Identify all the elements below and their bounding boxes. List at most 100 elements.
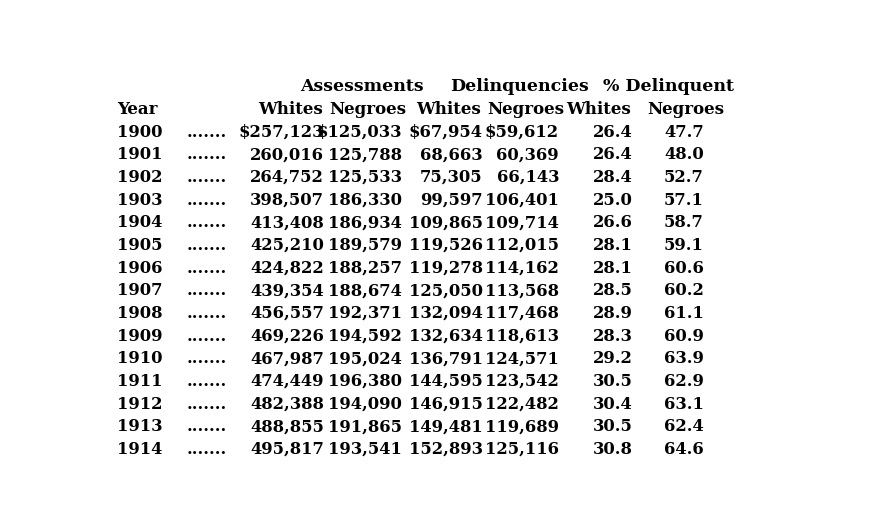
Text: 132,094: 132,094 <box>409 305 483 322</box>
Text: 117,468: 117,468 <box>485 305 559 322</box>
Text: 194,592: 194,592 <box>328 328 402 345</box>
Text: 264,752: 264,752 <box>250 169 324 186</box>
Text: .......: ....... <box>187 214 227 231</box>
Text: 25.0: 25.0 <box>593 192 633 209</box>
Text: 68,663: 68,663 <box>420 147 483 163</box>
Text: 28.1: 28.1 <box>593 260 633 277</box>
Text: 109,714: 109,714 <box>485 214 559 231</box>
Text: 119,278: 119,278 <box>409 260 483 277</box>
Text: 26.6: 26.6 <box>593 214 633 231</box>
Text: 125,788: 125,788 <box>328 147 402 163</box>
Text: $125,033: $125,033 <box>317 124 402 141</box>
Text: 59.1: 59.1 <box>664 237 704 254</box>
Text: 58.7: 58.7 <box>664 214 704 231</box>
Text: 398,507: 398,507 <box>250 192 324 209</box>
Text: 1902: 1902 <box>117 169 162 186</box>
Text: 439,354: 439,354 <box>250 282 324 299</box>
Text: 63.1: 63.1 <box>664 396 704 413</box>
Text: 260,016: 260,016 <box>250 147 324 163</box>
Text: 136,791: 136,791 <box>409 350 483 367</box>
Text: 125,116: 125,116 <box>485 441 559 458</box>
Text: 474,449: 474,449 <box>250 373 324 390</box>
Text: 57.1: 57.1 <box>664 192 704 209</box>
Text: 152,893: 152,893 <box>409 441 483 458</box>
Text: 1908: 1908 <box>117 305 162 322</box>
Text: 64.6: 64.6 <box>664 441 704 458</box>
Text: 456,557: 456,557 <box>250 305 324 322</box>
Text: 193,541: 193,541 <box>328 441 402 458</box>
Text: 146,915: 146,915 <box>409 396 483 413</box>
Text: 469,226: 469,226 <box>250 328 324 345</box>
Text: .......: ....... <box>187 396 227 413</box>
Text: 47.7: 47.7 <box>664 124 704 141</box>
Text: 26.4: 26.4 <box>593 124 633 141</box>
Text: 119,526: 119,526 <box>409 237 483 254</box>
Text: 1903: 1903 <box>117 192 162 209</box>
Text: Assessments: Assessments <box>301 78 425 95</box>
Text: Whites: Whites <box>567 101 631 118</box>
Text: 123,542: 123,542 <box>485 373 559 390</box>
Text: 1913: 1913 <box>117 418 162 435</box>
Text: 1904: 1904 <box>117 214 162 231</box>
Text: 1909: 1909 <box>117 328 162 345</box>
Text: 188,674: 188,674 <box>328 282 402 299</box>
Text: 30.8: 30.8 <box>593 441 633 458</box>
Text: .......: ....... <box>187 441 227 458</box>
Text: 28.5: 28.5 <box>593 282 633 299</box>
Text: 1910: 1910 <box>117 350 162 367</box>
Text: 482,388: 482,388 <box>250 396 324 413</box>
Text: 194,090: 194,090 <box>328 396 402 413</box>
Text: 30.4: 30.4 <box>593 396 633 413</box>
Text: 1907: 1907 <box>117 282 162 299</box>
Text: .......: ....... <box>187 192 227 209</box>
Text: % Delinquent: % Delinquent <box>603 78 734 95</box>
Text: 30.5: 30.5 <box>593 373 633 390</box>
Text: 28.1: 28.1 <box>593 237 633 254</box>
Text: 75,305: 75,305 <box>420 169 483 186</box>
Text: 62.4: 62.4 <box>664 418 704 435</box>
Text: 60.6: 60.6 <box>664 260 704 277</box>
Text: 132,634: 132,634 <box>409 328 483 345</box>
Text: 26.4: 26.4 <box>593 147 633 163</box>
Text: 52.7: 52.7 <box>664 169 704 186</box>
Text: 1905: 1905 <box>117 237 162 254</box>
Text: 495,817: 495,817 <box>250 441 324 458</box>
Text: 424,822: 424,822 <box>250 260 324 277</box>
Text: .......: ....... <box>187 169 227 186</box>
Text: $59,612: $59,612 <box>485 124 559 141</box>
Text: .......: ....... <box>187 305 227 322</box>
Text: 28.3: 28.3 <box>593 328 633 345</box>
Text: 62.9: 62.9 <box>664 373 704 390</box>
Text: 106,401: 106,401 <box>485 192 559 209</box>
Text: 125,533: 125,533 <box>328 169 402 186</box>
Text: 113,568: 113,568 <box>485 282 559 299</box>
Text: Negroes: Negroes <box>487 101 564 118</box>
Text: 186,934: 186,934 <box>328 214 402 231</box>
Text: .......: ....... <box>187 260 227 277</box>
Text: Whites: Whites <box>258 101 323 118</box>
Text: 196,380: 196,380 <box>328 373 402 390</box>
Text: 413,408: 413,408 <box>250 214 324 231</box>
Text: 29.2: 29.2 <box>593 350 633 367</box>
Text: .......: ....... <box>187 282 227 299</box>
Text: 48.0: 48.0 <box>664 147 704 163</box>
Text: 186,330: 186,330 <box>328 192 402 209</box>
Text: 144,595: 144,595 <box>409 373 483 390</box>
Text: 118,613: 118,613 <box>485 328 559 345</box>
Text: 28.4: 28.4 <box>593 169 633 186</box>
Text: 60.9: 60.9 <box>664 328 704 345</box>
Text: 1914: 1914 <box>117 441 162 458</box>
Text: Delinquencies: Delinquencies <box>451 78 589 95</box>
Text: 1912: 1912 <box>117 396 162 413</box>
Text: .......: ....... <box>187 124 227 141</box>
Text: 1911: 1911 <box>117 373 162 390</box>
Text: 60.2: 60.2 <box>664 282 704 299</box>
Text: .......: ....... <box>187 328 227 345</box>
Text: 99,597: 99,597 <box>420 192 483 209</box>
Text: Year: Year <box>117 101 158 118</box>
Text: .......: ....... <box>187 373 227 390</box>
Text: Whites: Whites <box>417 101 481 118</box>
Text: 125,050: 125,050 <box>409 282 483 299</box>
Text: 1900: 1900 <box>117 124 162 141</box>
Text: $257,123: $257,123 <box>238 124 324 141</box>
